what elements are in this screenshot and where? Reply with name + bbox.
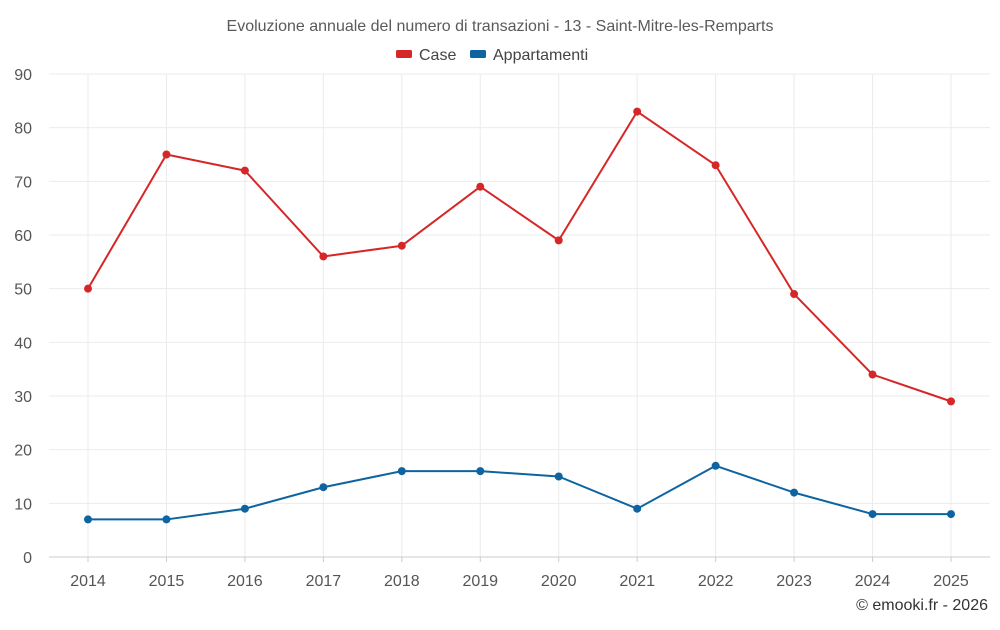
- data-point[interactable]: [633, 107, 642, 116]
- y-tick-label: 70: [14, 174, 32, 191]
- data-point[interactable]: [476, 182, 485, 191]
- y-tick-label: 0: [23, 550, 32, 567]
- data-point[interactable]: [947, 510, 955, 519]
- y-tick-label: 10: [14, 496, 32, 513]
- data-point[interactable]: [397, 241, 406, 250]
- x-tick-label: 2017: [306, 573, 342, 590]
- series-layer: [84, 107, 955, 524]
- gridlines: [49, 73, 990, 557]
- legend-swatch: [396, 50, 412, 58]
- data-point[interactable]: [711, 461, 720, 470]
- y-tick-label: 50: [14, 282, 32, 299]
- data-point[interactable]: [790, 290, 799, 299]
- x-tick-label: 2025: [933, 573, 969, 590]
- x-tick-label: 2019: [462, 573, 498, 590]
- data-point[interactable]: [554, 236, 563, 245]
- data-point[interactable]: [162, 150, 171, 159]
- legend: Case Appartamenti: [396, 47, 588, 64]
- y-tick-label: 60: [14, 228, 32, 245]
- data-point[interactable]: [711, 161, 720, 170]
- x-tick-label: 2014: [70, 573, 106, 590]
- x-tick-label: 2021: [619, 573, 655, 590]
- x-tick-label: 2024: [855, 573, 891, 590]
- series-appartamenti: [84, 461, 955, 524]
- data-point[interactable]: [240, 166, 249, 175]
- chart-title: Evoluzione annuale del numero di transaz…: [227, 18, 774, 35]
- series-case: [84, 107, 955, 406]
- legend-swatch: [470, 50, 486, 58]
- legend-label: Appartamenti: [493, 47, 588, 64]
- x-tick-label: 2020: [541, 573, 577, 590]
- data-point[interactable]: [947, 397, 955, 406]
- data-point[interactable]: [633, 504, 642, 513]
- y-tick-label: 90: [14, 67, 32, 84]
- data-point[interactable]: [397, 467, 406, 476]
- x-tick-label: 2018: [384, 573, 420, 590]
- data-point[interactable]: [868, 510, 877, 519]
- y-tick-label: 80: [14, 121, 32, 138]
- y-tick-label: 30: [14, 389, 32, 406]
- x-tick-label: 2022: [698, 573, 734, 590]
- series-line: [87, 110, 952, 403]
- credit-text: © emooki.fr - 2026: [856, 597, 988, 614]
- data-point[interactable]: [319, 483, 328, 492]
- x-tick-label: 2016: [227, 573, 263, 590]
- data-point[interactable]: [790, 488, 799, 497]
- axes: 0 10 20 30 40 50 60 70 80 90 2014 2015 2016 2017 2018 2…: [14, 67, 990, 590]
- data-point[interactable]: [84, 284, 92, 293]
- x-tick-label: 2015: [149, 573, 185, 590]
- data-point[interactable]: [319, 252, 328, 261]
- x-tick-label: 2023: [776, 573, 812, 590]
- data-point[interactable]: [868, 370, 877, 379]
- series-line: [88, 464, 951, 521]
- y-tick-label: 20: [14, 443, 32, 460]
- data-point[interactable]: [84, 515, 92, 524]
- data-point[interactable]: [554, 472, 563, 481]
- data-point[interactable]: [476, 467, 485, 476]
- data-point[interactable]: [240, 504, 249, 513]
- data-point[interactable]: [162, 515, 171, 524]
- legend-item-appartamenti[interactable]: Appartamenti: [470, 47, 588, 64]
- y-tick-label: 40: [14, 335, 32, 352]
- legend-label: Case: [419, 47, 456, 64]
- legend-item-case[interactable]: Case: [396, 47, 456, 64]
